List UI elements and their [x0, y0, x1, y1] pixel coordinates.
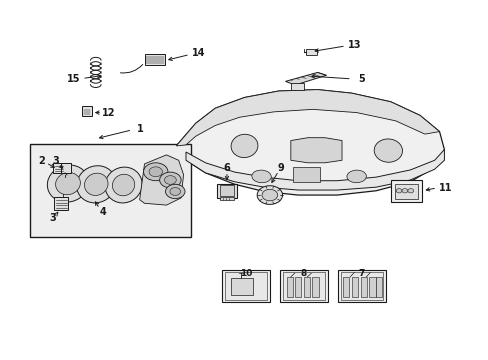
Bar [286, 277, 293, 297]
Bar [294, 277, 301, 297]
Ellipse shape [77, 166, 116, 203]
Bar [222, 270, 269, 302]
Text: 14: 14 [191, 48, 205, 58]
Polygon shape [176, 90, 444, 195]
Text: 15: 15 [66, 73, 80, 84]
Polygon shape [185, 149, 444, 190]
Text: 8: 8 [300, 269, 306, 278]
Text: 11: 11 [438, 183, 451, 193]
Circle shape [407, 189, 413, 193]
Bar [351, 277, 357, 297]
Bar [390, 180, 422, 202]
Text: 3: 3 [52, 156, 59, 166]
Text: 10: 10 [239, 269, 252, 278]
Bar [312, 277, 318, 297]
Text: 1: 1 [137, 124, 143, 134]
Text: 4: 4 [100, 207, 106, 217]
Text: 13: 13 [347, 40, 361, 50]
Bar [61, 163, 71, 173]
Text: 5: 5 [357, 74, 364, 84]
Bar [394, 184, 417, 199]
Ellipse shape [47, 165, 88, 202]
Bar [144, 54, 164, 65]
Circle shape [143, 163, 167, 181]
Circle shape [395, 189, 401, 193]
Circle shape [164, 176, 176, 184]
Bar [340, 272, 382, 300]
Text: 9: 9 [277, 163, 284, 173]
Ellipse shape [105, 167, 142, 203]
Ellipse shape [373, 139, 402, 162]
Polygon shape [140, 155, 183, 205]
Text: 7: 7 [358, 269, 365, 278]
Bar [30, 144, 190, 237]
Bar [368, 277, 375, 297]
Ellipse shape [346, 170, 366, 183]
Bar [220, 197, 233, 201]
Circle shape [169, 188, 180, 195]
Bar [217, 184, 236, 198]
Ellipse shape [251, 170, 271, 183]
Bar [337, 270, 385, 302]
Bar [54, 197, 68, 211]
Bar [291, 83, 303, 90]
Ellipse shape [112, 174, 135, 196]
Text: 12: 12 [102, 108, 116, 118]
Bar [303, 277, 309, 297]
Text: 2: 2 [38, 156, 44, 166]
Bar [230, 278, 252, 296]
Bar [219, 185, 234, 196]
Bar [280, 270, 327, 302]
Ellipse shape [56, 172, 80, 195]
Text: 3: 3 [49, 213, 56, 222]
Bar [375, 277, 382, 297]
Text: 6: 6 [223, 163, 230, 173]
Circle shape [159, 172, 181, 188]
Bar [306, 49, 317, 55]
Bar [224, 272, 266, 300]
Bar [342, 277, 348, 297]
Bar [53, 163, 64, 173]
Bar [283, 272, 325, 300]
Polygon shape [290, 138, 341, 163]
Circle shape [262, 189, 277, 201]
Circle shape [257, 186, 282, 204]
Polygon shape [176, 90, 439, 146]
Polygon shape [285, 72, 326, 85]
Circle shape [401, 189, 407, 193]
Bar [293, 167, 320, 182]
Ellipse shape [231, 134, 257, 158]
Circle shape [149, 167, 162, 177]
Bar [360, 277, 366, 297]
Ellipse shape [84, 173, 108, 195]
Circle shape [165, 184, 184, 199]
Bar [82, 106, 92, 116]
